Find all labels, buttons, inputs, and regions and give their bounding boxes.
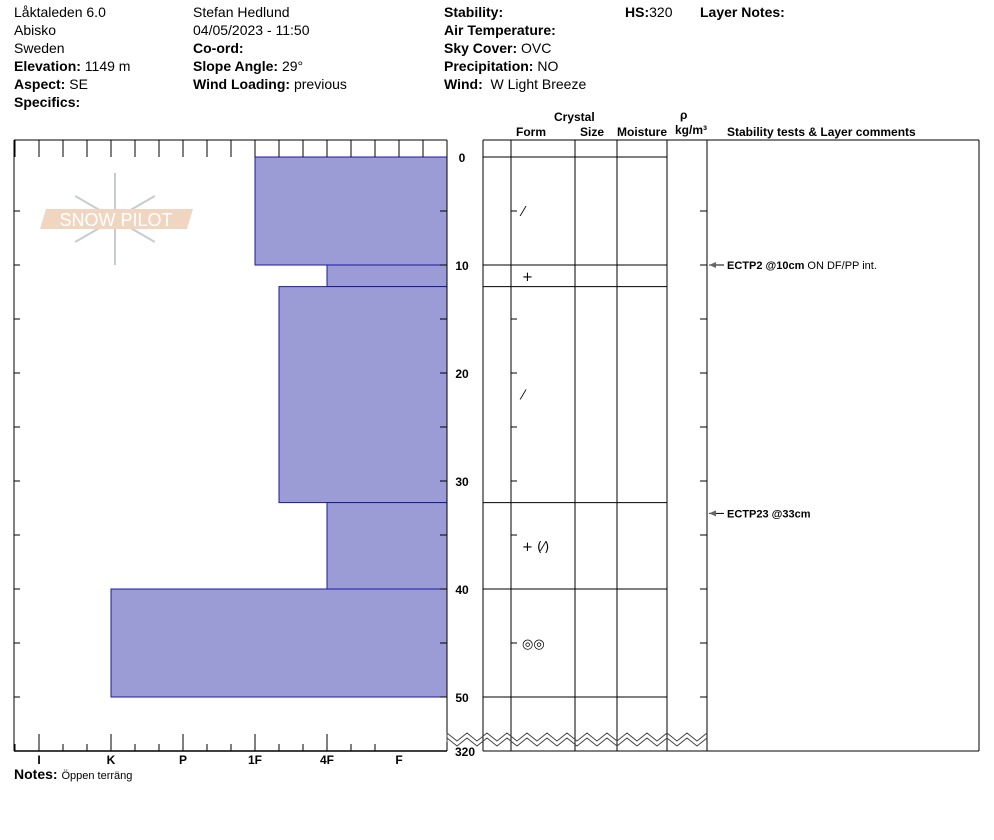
- specifics-label: Specifics:: [14, 94, 81, 110]
- depth-label: 40: [455, 583, 469, 597]
- datetime: 04/05/2023 - 11:50: [193, 22, 310, 38]
- hardness-bar: [110, 588, 448, 698]
- test-arrow-icon: [709, 262, 716, 268]
- layer-notes-label: Layer Notes:: [700, 4, 785, 20]
- grain-form-symbol: ◎◎: [522, 637, 545, 652]
- aspect-label: Aspect:: [14, 76, 66, 92]
- depth-label: 10: [455, 259, 469, 273]
- sky-label: Sky Cover:: [444, 40, 518, 56]
- form-header: Form: [516, 125, 546, 139]
- hardness-label-F: F: [395, 753, 402, 767]
- depth-label: 20: [455, 367, 469, 381]
- depth-label: 30: [455, 475, 469, 489]
- hardness-bar: [278, 286, 448, 504]
- sky-cover: Sky Cover: OVC: [444, 39, 551, 57]
- country: Sweden: [14, 40, 65, 56]
- test-code: ECTP2 @10cm: [727, 260, 805, 272]
- hardness-label-P: P: [179, 753, 187, 767]
- hs-label: HS:: [625, 4, 650, 20]
- grain-form-symbol: +: [522, 270, 533, 285]
- total-depth-label: 320: [455, 745, 475, 759]
- hardness-label-4F: 4F: [320, 753, 334, 767]
- observer: Stefan Hedlund: [193, 4, 290, 20]
- depth-break-zigzag: [446, 731, 708, 742]
- hardness-label-K: K: [107, 753, 116, 767]
- slope: Slope Angle: 29°: [193, 57, 303, 75]
- hardness-bar: [326, 264, 448, 288]
- test-arrow-icon: [709, 510, 716, 517]
- test-comment: ON DF/PP int.: [804, 260, 877, 272]
- grain-form-symbol: + (⁄): [522, 540, 549, 555]
- size-header: Size: [580, 125, 605, 139]
- elevation: Elevation: 1149 m: [14, 57, 130, 75]
- wind: Wind: W Light Breeze: [444, 75, 586, 93]
- location: Låktaleden 6.0: [14, 4, 106, 20]
- grain-form-symbol: ⁄: [519, 389, 527, 404]
- test-code: ECTP23 @33cm: [727, 508, 811, 520]
- crystal-header: Crystal: [554, 110, 595, 124]
- snowpilot-logo: SNOW PILOT: [40, 173, 193, 265]
- hardness-bar: [326, 502, 448, 590]
- wind-loading: Wind Loading: previous: [193, 75, 347, 93]
- elevation-value: 1149 m: [84, 58, 131, 74]
- hardness-label-1F: 1F: [248, 753, 262, 767]
- density-unit-header: kg/m³: [675, 123, 708, 137]
- region: Abisko: [14, 22, 57, 38]
- wind-value: W Light Breeze: [490, 76, 587, 92]
- precip-label: Precipitation:: [444, 58, 534, 74]
- notes-value: Öppen terräng: [61, 770, 133, 782]
- depth-label: 0: [459, 151, 466, 165]
- grain-form-symbol: ⁄: [519, 205, 527, 220]
- slope-value: 29°: [281, 58, 304, 74]
- stability-test: ECTP23 @33cm: [727, 508, 811, 520]
- notes-label: Notes:: [14, 766, 58, 782]
- slope-label: Slope Angle:: [193, 58, 279, 74]
- aspect-value: SE: [69, 76, 88, 92]
- wind-label: Wind:: [444, 76, 483, 92]
- stability-label: Stability:: [444, 4, 504, 20]
- hs-value: 320: [649, 4, 673, 20]
- coord-label: Co-ord:: [193, 40, 244, 56]
- wind-loading-value: previous: [293, 76, 347, 92]
- stability-test: ECTP2 @10cm ON DF/PP int.: [727, 260, 877, 272]
- hardness-label-I: I: [37, 753, 40, 767]
- wind-loading-label: Wind Loading:: [193, 76, 291, 92]
- hardness-bar: [254, 156, 448, 266]
- aspect: Aspect: SE: [14, 75, 88, 93]
- sky-value: OVC: [521, 40, 552, 56]
- moisture-header: Moisture: [617, 125, 668, 139]
- precipitation: Precipitation: NO: [444, 57, 558, 75]
- precip-value: NO: [537, 58, 559, 74]
- elevation-label: Elevation:: [14, 58, 81, 74]
- notes: Notes: Öppen terräng: [14, 765, 132, 785]
- hs: HS:320: [625, 3, 672, 21]
- depth-break-zigzag: [446, 736, 708, 747]
- comments-header: Stability tests & Layer comments: [727, 125, 916, 139]
- rho-header: ρ: [680, 108, 688, 122]
- svg-text:SNOW PILOT: SNOW PILOT: [59, 210, 172, 230]
- depth-label: 50: [455, 691, 469, 705]
- air-temp-label: Air Temperature:: [444, 22, 556, 38]
